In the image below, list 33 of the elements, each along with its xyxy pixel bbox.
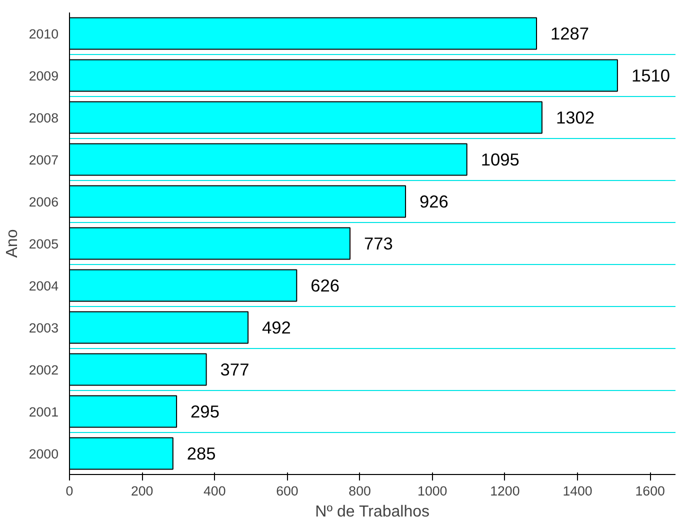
x-tick-label: 1600 bbox=[635, 484, 665, 498]
y-tick-label: 2005 bbox=[28, 236, 59, 252]
x-tick-label: 600 bbox=[276, 484, 298, 498]
data-label: 773 bbox=[364, 234, 393, 254]
x-tick-label: 200 bbox=[130, 484, 154, 498]
y-tick-label: 2007 bbox=[28, 152, 59, 168]
data-label: 1095 bbox=[480, 150, 520, 170]
y-tick-label: 2008 bbox=[28, 110, 59, 126]
data-label: 626 bbox=[310, 276, 340, 296]
x-axis-title: Nº de Trabalhos bbox=[315, 504, 430, 520]
y-tick-label: 2004 bbox=[28, 278, 60, 294]
data-label: 1510 bbox=[631, 66, 670, 86]
y-tick-label: 2001 bbox=[28, 404, 59, 420]
y-axis-title: Ano bbox=[4, 229, 21, 258]
y-tick-label: 2006 bbox=[28, 194, 59, 210]
x-tick-label: 0 bbox=[66, 484, 74, 498]
y-tick-label: 2003 bbox=[28, 320, 59, 336]
data-label: 492 bbox=[262, 318, 291, 338]
x-tick-label: 1400 bbox=[562, 484, 592, 498]
x-tick-label: 400 bbox=[204, 484, 226, 498]
data-label: 1302 bbox=[556, 108, 595, 128]
y-tick-label: 2002 bbox=[28, 362, 59, 378]
data-label: 1287 bbox=[550, 24, 590, 44]
x-tick-label: 1000 bbox=[418, 484, 448, 498]
y-tick-label: 2009 bbox=[28, 68, 59, 84]
data-label: 926 bbox=[420, 192, 448, 212]
data-label: 295 bbox=[190, 402, 220, 422]
data-label: 285 bbox=[186, 444, 216, 464]
x-tick-label: 1200 bbox=[490, 484, 520, 498]
y-tick-label: 2000 bbox=[28, 446, 59, 462]
data-label: 377 bbox=[220, 360, 250, 380]
y-tick-label: 2010 bbox=[28, 26, 59, 42]
x-tick-label: 800 bbox=[348, 484, 371, 498]
